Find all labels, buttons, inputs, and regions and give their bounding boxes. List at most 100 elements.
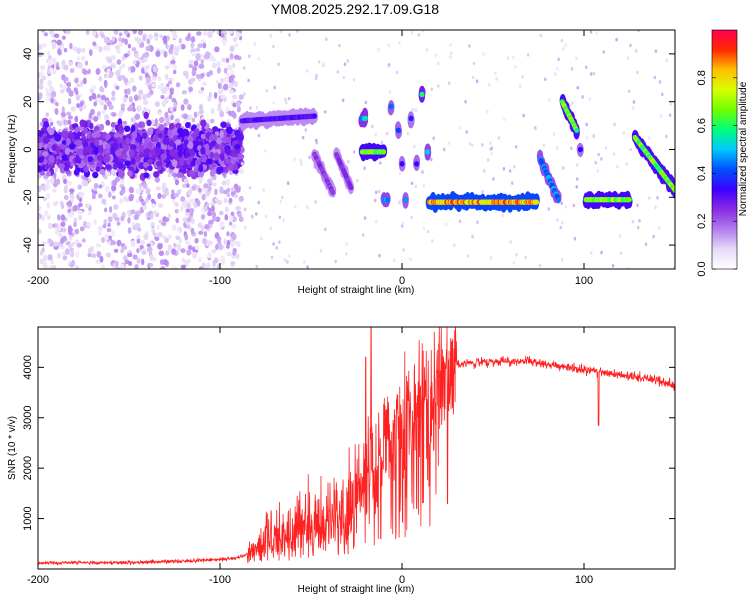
spectrogram-cell: [110, 63, 117, 69]
spectrogram-cell: [130, 158, 136, 165]
spectrogram-cell: [73, 87, 78, 93]
spectrogram-cell: [202, 81, 208, 86]
spectrogram-cell: [234, 42, 239, 48]
spectrogram-cell: [200, 58, 205, 65]
spectrogram-cell: [207, 163, 214, 171]
spectrogram-ylabel: Frequency (Hz): [7, 115, 18, 184]
spectrogram-cell: [222, 39, 227, 47]
spectrogram-cell: [561, 166, 565, 170]
spectrogram-cell: [238, 216, 244, 223]
spectrogram-cell: [112, 163, 118, 170]
spectrogram-cell: [93, 138, 100, 147]
spectrogram-cell: [38, 142, 42, 149]
spectrogram-cell: [175, 139, 182, 146]
spectrogram-cell: [511, 55, 515, 60]
spectrogram-cell: [100, 94, 106, 101]
spectrogram-cell: [76, 47, 81, 55]
spectrogram-cell: [79, 226, 85, 232]
spectrogram-cell: [99, 255, 104, 263]
spectrogram-cell: [182, 70, 189, 77]
spectrogram-cell: [51, 188, 57, 193]
spectrogram-cell: [141, 132, 148, 139]
spectrogram-cell: [315, 73, 318, 78]
spectrogram-cell: [557, 57, 560, 62]
spectrogram-cell: [171, 30, 177, 35]
spectrogram-cell: [157, 85, 161, 90]
spectrogram-cell: [380, 140, 384, 145]
spectrogram-cell: [286, 181, 290, 185]
spectrogram-cell: [600, 157, 603, 161]
spectrogram-cell: [243, 92, 246, 96]
spectrogram-cell: [387, 63, 391, 67]
spectrogram-cell: [43, 121, 50, 129]
spectrogram-cell: [41, 75, 47, 81]
spectrogram-cell: [160, 82, 164, 88]
spectrogram-cell: [560, 201, 564, 205]
spectrogram-cell: [173, 102, 178, 109]
spectrogram-cell: [414, 108, 418, 113]
spectrogram-cell: [38, 45, 42, 51]
spectrogram-cell: [575, 56, 578, 61]
spectrogram-cell: [158, 250, 165, 257]
spectrogram-cell: [214, 143, 220, 150]
spectrogram-cell: [592, 134, 595, 138]
spectrogram-cell: [99, 100, 105, 106]
snr-xtick-label: 0: [399, 574, 405, 586]
spectrogram-cell: [669, 102, 673, 106]
spectrogram-cell: [494, 71, 497, 76]
spectrogram-cell: [101, 198, 106, 205]
spectrogram-cell: [618, 233, 622, 238]
spectrogram-cell: [432, 136, 436, 140]
spectrogram-cell: [82, 141, 89, 148]
spectrogram-cell: [46, 50, 51, 56]
spectrogram-cell: [275, 246, 278, 250]
spectrogram-cell: [127, 252, 133, 258]
spectrogram-cell: [46, 215, 51, 220]
spectrogram-cell: [627, 197, 632, 203]
spectrogram-cell: [533, 125, 537, 130]
spectrogram-cell: [171, 224, 177, 231]
spectrogram-cell: [103, 79, 108, 86]
spectrogram-cell: [228, 89, 235, 94]
spectrogram-cell: [164, 111, 169, 119]
spectrogram-cell: [147, 246, 153, 253]
spectrogram-cell: [205, 158, 213, 165]
spectrogram-cell: [54, 133, 62, 142]
spectrogram-cell: [161, 193, 167, 199]
spectrogram-cell: [393, 258, 396, 263]
snr-xtick-label: -100: [209, 574, 231, 586]
spectrogram-cell: [230, 155, 236, 163]
spectrogram-cell: [284, 97, 287, 102]
spectrogram-cell: [447, 141, 451, 145]
spectrogram-cell: [120, 38, 126, 43]
spectrogram-cell: [305, 69, 309, 73]
spectrogram-cell: [193, 60, 199, 67]
spectrogram-cell: [101, 109, 106, 114]
spectrogram-cell: [168, 140, 175, 147]
spectrogram-cell: [172, 63, 177, 70]
spectrogram-cell: [159, 259, 165, 265]
spectrogram-cell: [146, 159, 153, 165]
spectrogram-cell: [124, 125, 131, 133]
spectrogram-cell: [213, 152, 219, 161]
spectrogram-cell: [123, 30, 129, 36]
spectrogram-cell: [143, 57, 148, 63]
spectrogram-cell: [50, 177, 55, 185]
spectrogram-cell: [471, 143, 474, 148]
spectrogram-cell: [120, 103, 126, 108]
spectrogram-cell: [408, 115, 414, 121]
spectrogram-cell: [95, 68, 101, 75]
spectrogram-cell: [53, 33, 60, 39]
spectrogram-cell: [78, 148, 85, 156]
spectrogram-cell: [82, 77, 87, 85]
spectrogram-cell: [128, 104, 134, 111]
spectrogram-cell: [575, 163, 579, 167]
spectrogram-cell: [511, 181, 514, 185]
spectrogram-cell: [594, 161, 597, 165]
spectrogram-cell: [112, 195, 116, 200]
spectrogram-cell: [154, 36, 159, 41]
spectrogram-cell: [211, 62, 217, 69]
spectrogram-cell: [260, 236, 263, 241]
spectrogram-cell: [118, 32, 123, 37]
